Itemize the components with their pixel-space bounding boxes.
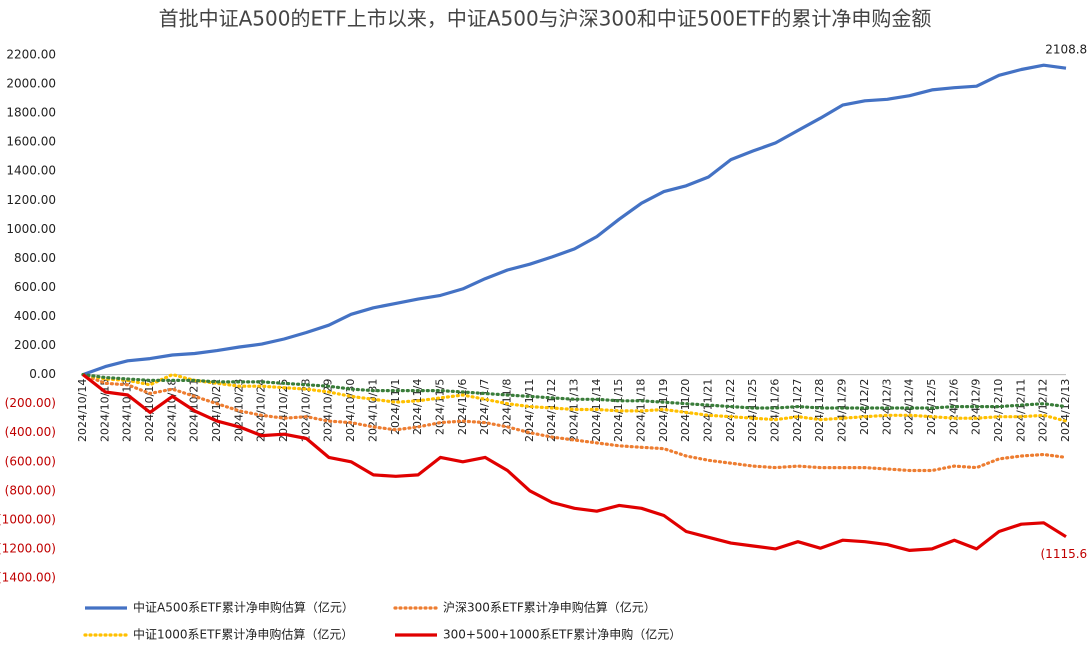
x-tick-label: 2024/11/8 — [500, 379, 513, 435]
y-tick-label: 1200.00 — [6, 193, 56, 207]
chart-title: 首批中证A500的ETF上市以来，中证A500与沪深300和中证500ETF的累… — [159, 7, 932, 31]
x-tick-label: 2024/11/27 — [791, 379, 804, 442]
y-tick-label: 0.00 — [29, 367, 56, 381]
x-tick-label: 2024/11/20 — [679, 379, 692, 442]
x-tick-label: 2024/11/5 — [433, 379, 446, 435]
legend-label: 中证1000系ETF累计净申购估算（亿元） — [133, 627, 353, 642]
y-tick-label: 1000.00 — [6, 222, 56, 236]
y-tick-label: 400.00 — [14, 309, 56, 323]
x-tick-label: 2024/12/13 — [1059, 379, 1072, 442]
x-tick-label: 2024/12/12 — [1037, 379, 1050, 442]
x-tick-label: 2024/11/15 — [612, 379, 625, 442]
x-tick-label: 2024/10/29 — [322, 379, 335, 442]
x-tick-label: 2024/11/12 — [545, 379, 558, 442]
x-tick-label: 2024/12/10 — [992, 379, 1005, 442]
x-tick-label: 2024/11/25 — [746, 379, 759, 442]
x-tick-label: 2024/10/25 — [277, 379, 290, 442]
x-tick-label: 2024/10/24 — [255, 379, 268, 442]
x-tick-label: 2024/10/18 — [165, 379, 178, 442]
legend-label: 300+500+1000系ETF累计净申购（亿元） — [443, 627, 681, 642]
y-tick-label: (200.00) — [5, 396, 56, 410]
y-tick-label: 2000.00 — [6, 77, 56, 91]
y-tick-label: 1600.00 — [6, 135, 56, 149]
y-tick-label: (800.00) — [5, 483, 56, 497]
y-tick-label: (400.00) — [5, 425, 56, 439]
x-tick-label: 2024/10/16 — [121, 379, 134, 442]
y-tick-label: 600.00 — [14, 280, 56, 294]
legend-label: 中证A500系ETF累计净申购估算（亿元） — [133, 600, 354, 615]
x-tick-label: 2024/12/2 — [858, 379, 871, 435]
series-line — [82, 373, 1067, 552]
x-tick-label: 2024/11/6 — [456, 379, 469, 435]
y-tick-label: (1000.00) — [0, 512, 56, 526]
y-tick-label: 800.00 — [14, 251, 56, 265]
x-tick-label: 2024/10/28 — [299, 379, 312, 442]
x-tick-label: 2024/12/4 — [903, 379, 916, 435]
y-tick-label: (600.00) — [5, 454, 56, 468]
x-tick-label: 2024/12/11 — [1014, 379, 1027, 442]
series-line — [81, 373, 1068, 423]
x-tick-label: 2024/11/13 — [568, 379, 581, 442]
x-tick-label: 2024/11/7 — [478, 379, 491, 435]
x-tick-label: 2024/11/4 — [411, 379, 424, 435]
x-tick-label: 2024/10/23 — [232, 379, 245, 442]
series-line — [81, 373, 1068, 410]
x-tick-label: 2024/10/14 — [76, 379, 89, 442]
x-tick-label: 2024/11/26 — [769, 379, 782, 442]
y-tick-label: 200.00 — [14, 338, 56, 352]
y-tick-label: (1200.00) — [0, 541, 56, 555]
x-tick-label: 2024/11/21 — [702, 379, 715, 442]
x-tick-label: 2024/11/29 — [836, 379, 849, 442]
x-tick-label: 2024/10/15 — [98, 379, 111, 442]
series-line — [82, 63, 1067, 377]
legend-label: 沪深300系ETF累计净申购估算（亿元） — [443, 600, 656, 615]
x-tick-label: 2024/10/22 — [210, 379, 223, 442]
series-line — [81, 373, 1068, 473]
x-tick-label: 2024/11/28 — [813, 379, 826, 442]
y-tick-label: 1800.00 — [6, 106, 56, 120]
y-tick-label: 1400.00 — [6, 164, 56, 178]
y-tick-label: (1400.00) — [0, 571, 56, 585]
x-tick-label: 2024/11/22 — [724, 379, 737, 442]
x-tick-label: 2024/10/31 — [366, 379, 379, 442]
x-tick-label: 2024/11/11 — [523, 379, 536, 442]
y-tick-label: 2200.00 — [6, 48, 56, 62]
x-tick-label: 2024/11/1 — [389, 379, 402, 435]
data-label: 2108.86 — [1045, 43, 1088, 57]
data-label: (1115.68) — [1041, 547, 1088, 561]
